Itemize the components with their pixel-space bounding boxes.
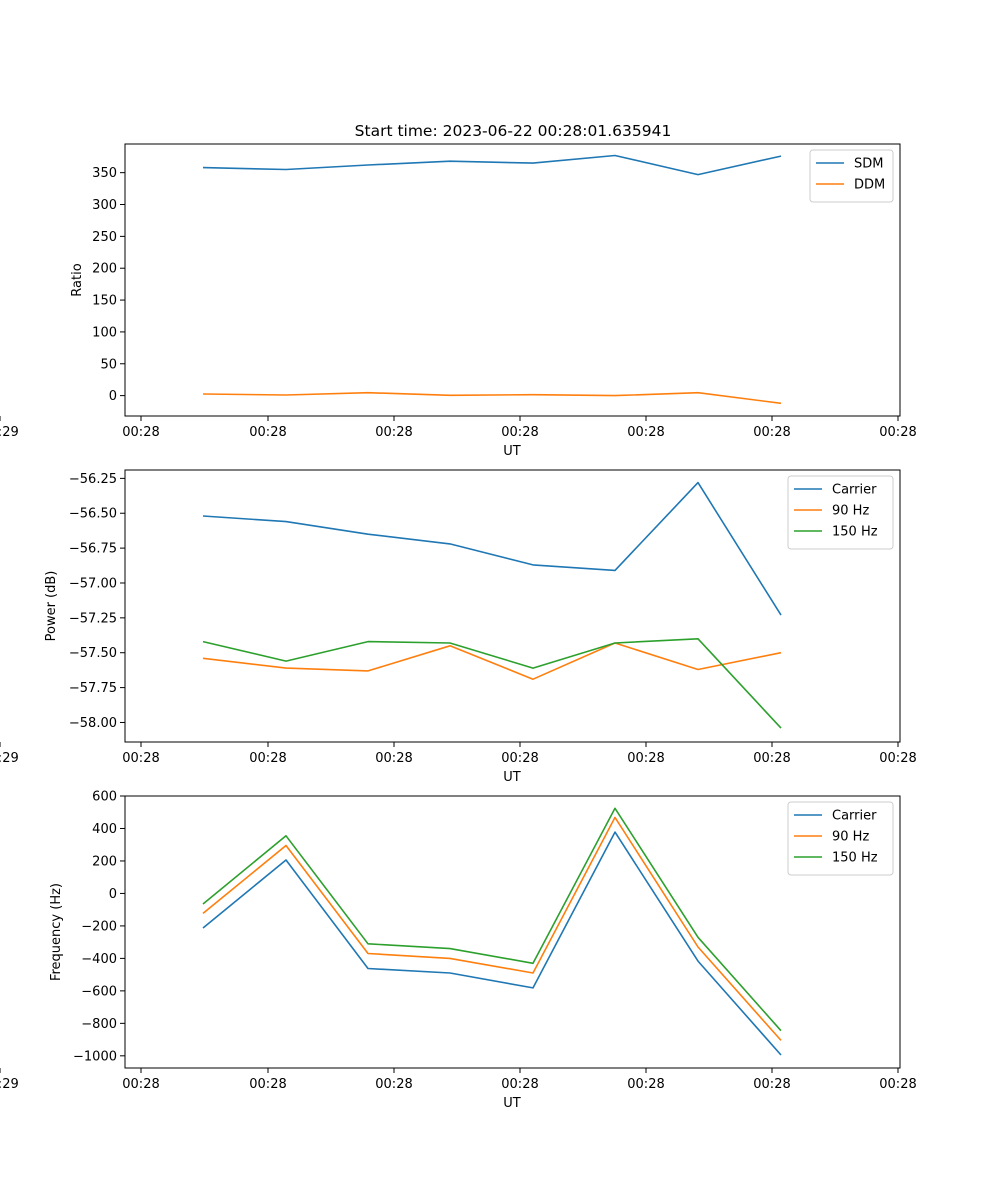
frequency-x-tick-label: 00:28 xyxy=(122,1077,159,1092)
frequency-legend-150hz-label: 150 Hz xyxy=(832,851,878,866)
frequency-y-tick-label: −400 xyxy=(81,952,117,967)
ratio-legend-sdm-label: SDM xyxy=(854,157,883,172)
frequency-x-tick-label: 00:29 xyxy=(0,1077,19,1092)
power-y-tick-label: −58.00 xyxy=(69,716,117,731)
ratio-y-tick-label: 250 xyxy=(92,230,117,245)
ratio-x-tick-label: 00:28 xyxy=(753,425,790,440)
frequency-y-tick-label: 400 xyxy=(92,822,117,837)
power-x-tick-label: 00:28 xyxy=(375,751,412,766)
frequency-x-tick-label: 00:28 xyxy=(753,1077,790,1092)
ratio-panel-ylabel: Ratio xyxy=(70,263,85,296)
frequency-x-tick-label: 00:28 xyxy=(627,1077,664,1092)
power-series-carrier-line xyxy=(202,481,782,616)
ratio-series-sdm-line xyxy=(202,154,782,176)
power-series-90-hz-line xyxy=(202,642,782,681)
power-y-tick-label: −57.25 xyxy=(69,611,117,626)
power-panel-xlabel: UT xyxy=(503,770,521,785)
ratio-x-tick-label: 00:28 xyxy=(501,425,538,440)
frequency-y-tick-label: −1000 xyxy=(73,1049,117,1064)
frequency-y-tick-label: 600 xyxy=(92,790,117,805)
frequency-x-tick-label: 00:28 xyxy=(375,1077,412,1092)
ratio-y-tick-label: 100 xyxy=(92,325,117,340)
frequency-series-90-hz-line xyxy=(202,816,782,1041)
ratio-x-tick-label: 00:28 xyxy=(249,425,286,440)
power-x-tick-label: 00:29 xyxy=(0,751,19,766)
power-legend-150hz-label: 150 Hz xyxy=(832,525,878,540)
frequency-series-carrier-line xyxy=(202,831,782,1056)
ratio-x-tick-label: 00:29 xyxy=(0,425,19,440)
frequency-y-tick-label: −200 xyxy=(81,919,117,934)
frequency-x-tick-label: 00:28 xyxy=(249,1077,286,1092)
power-x-tick-label: 00:28 xyxy=(879,751,916,766)
frequency-x-tick-label: 00:28 xyxy=(879,1077,916,1092)
frequency-y-tick-label: 200 xyxy=(92,854,117,869)
ratio-legend-ddm-label: DDM xyxy=(854,178,885,193)
ratio-panel-legend: SDM DDM xyxy=(809,149,894,203)
frequency-y-tick-label: 0 xyxy=(109,887,117,902)
power-legend-90hz-label: 90 Hz xyxy=(832,504,869,519)
ratio-x-tick-label: 00:28 xyxy=(879,425,916,440)
frequency-plot-frame xyxy=(124,795,901,1069)
power-panel-ylabel: Power (dB) xyxy=(44,571,59,642)
power-legend-carrier-label: Carrier xyxy=(832,483,877,498)
power-series-150-hz-line xyxy=(202,637,782,729)
power-y-tick-label: −57.00 xyxy=(69,576,117,591)
power-x-tick-label: 00:28 xyxy=(627,751,664,766)
ratio-panel: UT Ratio SDM DDM 00:28 00:28 00:28 00:28 00:… xyxy=(0,143,917,459)
ratio-y-tick-label: 50 xyxy=(100,357,117,372)
ratio-plot-frame xyxy=(124,143,901,417)
frequency-series-150-hz-line xyxy=(202,807,782,1032)
power-y-tick-label: −56.75 xyxy=(69,542,117,557)
power-y-tick-label: −56.25 xyxy=(69,472,117,487)
frequency-panel-xlabel: UT xyxy=(503,1096,521,1111)
ratio-y-tick-label: 200 xyxy=(92,262,117,277)
power-y-tick-label: −56.50 xyxy=(69,507,117,522)
frequency-y-tick-label: −600 xyxy=(81,984,117,999)
ratio-y-tick-label: 350 xyxy=(92,166,117,181)
ratio-y-tick-label: 150 xyxy=(92,294,117,309)
ratio-panel-xlabel: UT xyxy=(503,444,521,459)
ratio-y-tick-label: 0 xyxy=(109,389,117,404)
figure-title: Start time: 2023-06-22 00:28:01.635941 xyxy=(355,122,672,140)
power-panel-legend: Carrier 90 Hz 150 Hz xyxy=(787,475,894,550)
frequency-legend-carrier-label: Carrier xyxy=(832,809,877,824)
frequency-legend-90hz-label: 90 Hz xyxy=(832,830,869,845)
frequency-y-tick-label: −800 xyxy=(81,1017,117,1032)
ratio-x-tick-label: 00:28 xyxy=(375,425,412,440)
power-x-tick-label: 00:28 xyxy=(501,751,538,766)
frequency-panel: UT Frequency (Hz) Carrier 90 Hz 150 Hz 0… xyxy=(0,790,917,1111)
power-y-tick-label: −57.75 xyxy=(69,681,117,696)
frequency-panel-legend: Carrier 90 Hz 150 Hz xyxy=(787,801,894,876)
power-x-tick-label: 00:28 xyxy=(249,751,286,766)
power-panel: UT Power (dB) Carrier 90 Hz 150 Hz 00:28… xyxy=(0,469,917,785)
power-x-tick-label: 00:28 xyxy=(753,751,790,766)
ratio-x-tick-label: 00:28 xyxy=(627,425,664,440)
ratio-y-tick-label: 300 xyxy=(92,198,117,213)
power-y-tick-label: −57.50 xyxy=(69,646,117,661)
frequency-panel-ylabel: Frequency (Hz) xyxy=(49,883,64,981)
power-x-tick-label: 00:28 xyxy=(122,751,159,766)
power-plot-frame xyxy=(124,469,901,743)
ratio-x-tick-label: 00:28 xyxy=(122,425,159,440)
frequency-x-tick-label: 00:28 xyxy=(501,1077,538,1092)
ratio-series-ddm-line xyxy=(202,391,782,405)
